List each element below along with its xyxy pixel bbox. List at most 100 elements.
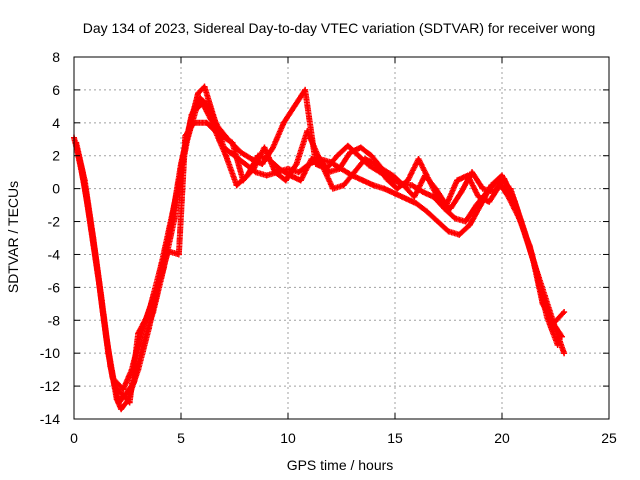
- data-point: [291, 103, 298, 110]
- data-point: [233, 182, 240, 189]
- data-point: [115, 399, 122, 406]
- data-point: [272, 169, 279, 176]
- data-point: [413, 200, 420, 207]
- data-point: [265, 156, 272, 163]
- data-point: [394, 185, 401, 192]
- data-point: [344, 142, 351, 149]
- data-point: [336, 165, 343, 172]
- data-point: [501, 175, 508, 182]
- data-point: [436, 198, 443, 205]
- data-points: [71, 83, 568, 413]
- data-point: [355, 152, 362, 159]
- data-point: [522, 231, 529, 238]
- data-point: [297, 177, 304, 184]
- x-tick-label: 15: [387, 430, 403, 446]
- x-tick-label: 20: [494, 430, 510, 446]
- data-point: [244, 172, 251, 179]
- data-point: [205, 103, 212, 110]
- y-tick-label: -12: [40, 378, 60, 394]
- data-point: [499, 172, 505, 179]
- data-point: [222, 152, 229, 159]
- data-point: [165, 248, 172, 255]
- data-point: [295, 169, 302, 176]
- data-point: [445, 228, 452, 235]
- data-point: [261, 144, 268, 151]
- data-point: [404, 177, 411, 184]
- data-point: [359, 177, 366, 184]
- data-point: [466, 221, 473, 228]
- data-point: [409, 182, 416, 189]
- x-axis-title: GPS time / hours: [287, 457, 394, 473]
- data-point: [370, 182, 377, 189]
- y-tick-label: -8: [48, 312, 61, 328]
- data-point: [192, 106, 199, 113]
- data-point: [351, 169, 358, 176]
- data-point: [237, 149, 244, 156]
- data-point: [381, 185, 388, 192]
- y-tick-label: 8: [52, 49, 60, 65]
- data-point: [139, 341, 146, 348]
- data-point: [229, 139, 236, 146]
- data-point: [280, 119, 287, 126]
- data-point: [259, 160, 266, 167]
- y-axis-title: SDTVAR / TECUs: [5, 181, 21, 293]
- data-point: [169, 210, 176, 217]
- data-point: [402, 195, 409, 202]
- y-tick-label: -4: [48, 246, 61, 262]
- data-point: [451, 215, 458, 222]
- y-tick-label: 6: [52, 82, 60, 98]
- data-point: [554, 341, 561, 348]
- data-point: [494, 177, 501, 184]
- data-point: [255, 152, 262, 159]
- data-point: [434, 218, 441, 225]
- data-point: [135, 330, 142, 337]
- data-point: [118, 406, 125, 413]
- data-point: [111, 383, 118, 390]
- data-point: [287, 172, 294, 179]
- data-point: [473, 202, 480, 209]
- data-point: [207, 116, 214, 123]
- data-point: [302, 86, 309, 93]
- data-point: [533, 267, 540, 274]
- y-tick-label: 0: [52, 181, 60, 197]
- data-point: [319, 162, 326, 169]
- series-track-4: [77, 119, 561, 406]
- data-point: [347, 149, 354, 156]
- data-point: [329, 185, 336, 192]
- data-point: [182, 132, 189, 139]
- data-point: [372, 160, 379, 167]
- axis-ticks: 0 5 10 15 20 25 -14 -12 -10 -8 -6 -4 -2 0 2 4 6 8: [40, 49, 617, 446]
- data-point: [456, 231, 463, 238]
- x-tick-label: 25: [601, 430, 617, 446]
- data-point: [454, 177, 461, 184]
- data-point: [362, 156, 369, 163]
- data-point: [175, 251, 182, 258]
- y-tick-label: -14: [40, 411, 60, 427]
- data-point: [270, 144, 277, 151]
- data-point: [419, 188, 426, 195]
- data-point: [561, 350, 568, 357]
- data-point: [314, 152, 321, 159]
- y-tick-label: 2: [52, 148, 60, 164]
- data-point: [203, 119, 210, 126]
- data-point: [199, 100, 206, 107]
- data-point: [85, 210, 92, 217]
- data-point: [212, 128, 219, 135]
- data-point: [126, 399, 133, 406]
- data-point: [195, 90, 202, 97]
- data-point: [334, 152, 341, 159]
- y-tick-label: 4: [52, 115, 60, 131]
- data-point: [143, 313, 150, 320]
- data-point: [103, 333, 110, 340]
- data-point: [550, 320, 557, 327]
- data-point: [462, 218, 469, 225]
- data-point: [558, 333, 565, 340]
- data-point: [469, 169, 476, 176]
- data-point: [154, 284, 161, 291]
- data-point: [486, 198, 493, 205]
- data-point: [357, 144, 364, 151]
- data-point: [120, 386, 127, 393]
- data-point: [304, 128, 311, 135]
